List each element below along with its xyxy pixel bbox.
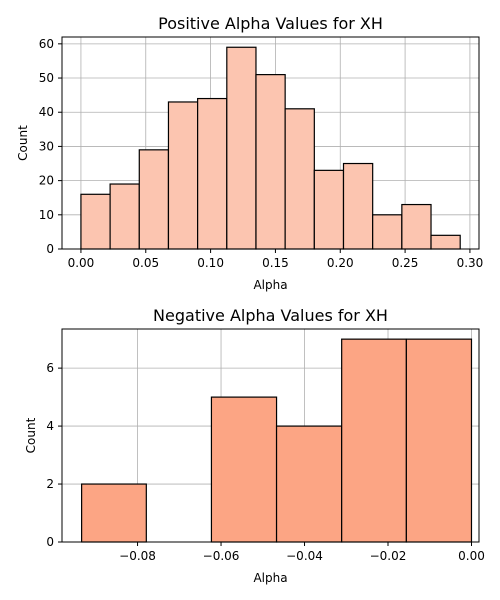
y-tick-label: 0: [46, 242, 54, 256]
chart-title: Negative Alpha Values for XH: [153, 306, 388, 325]
histogram-bar: [197, 97, 228, 250]
histogram-bar: [405, 338, 473, 543]
x-tick-label: −0.04: [286, 549, 323, 563]
x-tick-label: 0.05: [132, 256, 159, 270]
axes-frame: [61, 36, 480, 250]
axes-frame: [61, 328, 480, 543]
histogram-bar: [275, 425, 343, 543]
histogram-bar: [255, 74, 286, 250]
x-axis-label: Alpha: [253, 571, 287, 585]
y-tick-label: 60: [39, 37, 54, 51]
y-axis-label: Count: [24, 417, 38, 453]
x-tick-label: 0.15: [262, 256, 289, 270]
histogram-bar: [401, 203, 432, 250]
y-tick-label: 0: [46, 535, 54, 549]
chart-title: Positive Alpha Values for XH: [158, 14, 383, 33]
histogram-bar: [81, 483, 147, 543]
x-axis-label: Alpha: [253, 278, 287, 292]
histogram-bar: [109, 183, 140, 250]
y-tick-label: 10: [39, 208, 54, 222]
x-tick-label: 0.30: [457, 256, 484, 270]
histogram-bar: [372, 214, 403, 250]
y-tick-label: 30: [39, 139, 54, 153]
x-tick-label: −0.02: [370, 549, 407, 563]
histogram-bar: [313, 169, 345, 250]
histogram-bar: [341, 338, 407, 543]
y-tick-label: 4: [46, 419, 54, 433]
subplot-2: −0.08 −0.06 −0.04 −0.02 0.00 0 2 4 6 Negative Alp…: [24, 306, 485, 585]
histogram-bar: [167, 101, 199, 250]
x-tick-label: 0.25: [392, 256, 419, 270]
x-tick-label: −0.08: [119, 549, 156, 563]
y-tick-label: 20: [39, 174, 54, 188]
x-tick-label: 0.20: [327, 256, 354, 270]
histogram-bar: [430, 234, 461, 250]
y-tick-label: 2: [46, 477, 54, 491]
y-tick-label: 40: [39, 105, 54, 119]
y-tick-label: 50: [39, 71, 54, 85]
x-tick-label: −0.06: [203, 549, 240, 563]
x-tick-label: 0.00: [68, 256, 95, 270]
histogram-bar: [210, 396, 278, 543]
histogram-bar: [80, 193, 111, 250]
y-tick-label: 6: [46, 361, 54, 375]
x-tick-label: 0.10: [197, 256, 224, 270]
histogram-bar: [284, 108, 315, 250]
x-tick-label: 0.00: [458, 549, 485, 563]
histogram-bar: [138, 149, 170, 250]
y-axis-label: Count: [16, 125, 30, 161]
histogram-bar: [226, 46, 257, 250]
histogram-bar: [342, 162, 374, 250]
subplot-1: 0.00 0.05 0.10 0.15 0.20 0.25 0.30 0 10 20 30 40 50 6…: [16, 14, 483, 292]
